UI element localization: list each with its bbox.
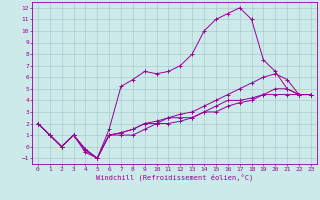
X-axis label: Windchill (Refroidissement éolien,°C): Windchill (Refroidissement éolien,°C) [96,173,253,181]
